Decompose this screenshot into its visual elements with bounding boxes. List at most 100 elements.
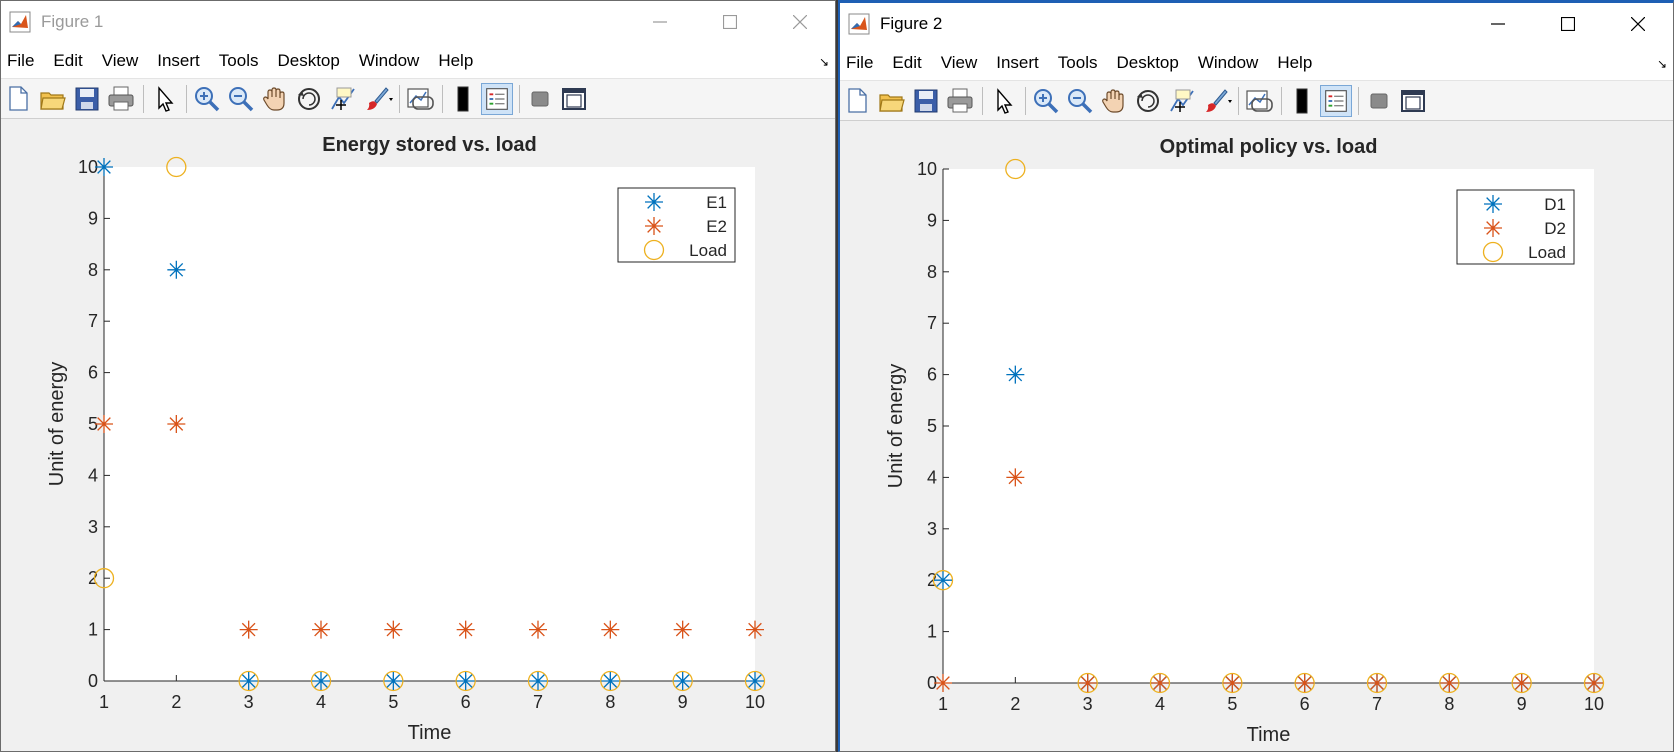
pan-hand-button[interactable] [259,83,291,115]
x-tick-label: 8 [1444,694,1454,714]
data-point-load [600,670,621,692]
rotate-3d-button[interactable] [293,83,325,115]
data-cursor-icon [331,87,355,110]
matlab-logo-icon [9,11,31,33]
y-tick-label: 10 [78,157,98,177]
colorbar-icon [457,86,469,111]
data-point-load [1583,672,1605,694]
brush-button[interactable] [361,83,393,115]
menu-desktop[interactable]: Desktop [277,50,340,70]
data-cursor-icon [1170,89,1194,112]
legend[interactable]: D1 D2 Load [1456,189,1575,265]
data-point-e1 [312,672,330,690]
menu-file[interactable]: File [7,50,35,70]
data-point-d2 [1223,674,1242,692]
maximize-button[interactable] [1533,3,1603,45]
toolbar-separator [1025,86,1026,115]
hide-tools-button[interactable] [524,83,556,115]
y-tick-label: 5 [927,416,937,436]
y-tick-label: 3 [927,519,937,539]
zoom-in-button[interactable] [191,83,223,115]
brush-button[interactable] [1200,85,1232,117]
x-axis-label: Time [1247,724,1291,746]
y-tick-label: 6 [927,365,937,385]
data-point-load [310,670,332,692]
data-point-load [1005,158,1026,180]
data-point-load [93,568,115,589]
legend-button[interactable] [1320,84,1352,117]
x-tick-label: 7 [1372,694,1382,714]
colorbar-button[interactable] [1286,85,1318,117]
print-button[interactable] [105,83,137,115]
y-tick-label: 0 [88,671,98,691]
print-button[interactable] [944,85,976,117]
legend-label-d1: D1 [1544,195,1566,214]
colorbar-button[interactable] [447,83,479,115]
y-tick-label: 4 [927,467,937,487]
link-plot-button[interactable] [404,83,436,115]
pan-hand-button[interactable] [1098,85,1130,117]
pointer-button[interactable] [987,85,1019,117]
save-button[interactable] [71,83,103,115]
data-point-d1 [1006,365,1025,384]
minimize-button[interactable] [1463,3,1533,45]
maximize-button[interactable] [695,1,765,43]
x-tick-label: 1 [938,694,948,714]
close-button[interactable] [1603,3,1673,45]
minimize-button[interactable] [625,1,695,43]
menu-desktop[interactable]: Desktop [1116,52,1179,72]
menu-view[interactable]: View [940,52,978,72]
zoom-in-button[interactable] [1030,85,1062,117]
open-file-button[interactable] [876,85,908,117]
legend-button[interactable] [481,82,513,115]
menu-help[interactable]: Help [438,50,474,70]
save-button[interactable] [910,85,942,117]
menu-tools[interactable]: Tools [1057,52,1098,72]
menu-view[interactable]: View [101,50,139,70]
show-tools-icon [562,87,586,110]
y-tick-label: 8 [927,262,937,282]
data-point-e1 [746,672,764,690]
link-plot-button[interactable] [1243,85,1275,117]
new-figure-button[interactable] [842,85,874,117]
show-tools-button[interactable] [1397,85,1429,117]
figure-canvas[interactable]: Energy stored vs. load 1 2 3 4 5 6 7 8 9 10 0 1 2 3 4 5 6… [1,121,835,751]
data-point-load [1439,672,1460,694]
pointer-button[interactable] [148,83,180,115]
figure-canvas[interactable]: Optimal policy vs. load 1 2 3 4 5 6 7 8 9 10 0 1 2 3 4 5… [840,123,1673,751]
data-point-load [455,670,476,692]
menu-file[interactable]: File [846,52,874,72]
data-point-d2 [1295,674,1314,692]
data-point-load [932,570,954,591]
close-button[interactable] [765,1,835,43]
data-cursor-button[interactable] [1166,85,1198,117]
legend[interactable]: E1 E2 Load [617,187,736,263]
menu-help[interactable]: Help [1277,52,1313,72]
toolbar-separator [1358,86,1359,115]
menu-tools[interactable]: Tools [218,50,259,70]
figure-toolbar [1,79,835,119]
new-figure-button[interactable] [3,83,35,115]
y-tick-label: 9 [88,208,98,228]
dock-arrow-icon[interactable]: ↘ [1656,57,1667,71]
data-cursor-button[interactable] [327,83,359,115]
zoom-out-button[interactable] [225,83,257,115]
menu-insert[interactable]: Insert [996,52,1039,72]
open-file-button[interactable] [37,83,69,115]
menu-window[interactable]: Window [1197,52,1259,72]
menu-edit[interactable]: Edit [53,50,83,70]
rotate-3d-button[interactable] [1132,85,1164,117]
menu-insert[interactable]: Insert [157,50,200,70]
x-tick-label: 7 [533,692,543,712]
menu-window[interactable]: Window [358,50,420,70]
hide-tools-button[interactable] [1363,85,1395,117]
print-icon [947,88,973,112]
dock-arrow-icon[interactable]: ↘ [818,55,829,69]
x-tick-label: 3 [244,692,254,712]
zoom-out-button[interactable] [1064,85,1096,117]
menu-edit[interactable]: Edit [892,52,922,72]
show-tools-button[interactable] [558,83,590,115]
data-point-e2 [456,620,475,639]
pointer-icon [158,85,174,112]
minimize-icon [1491,23,1505,25]
